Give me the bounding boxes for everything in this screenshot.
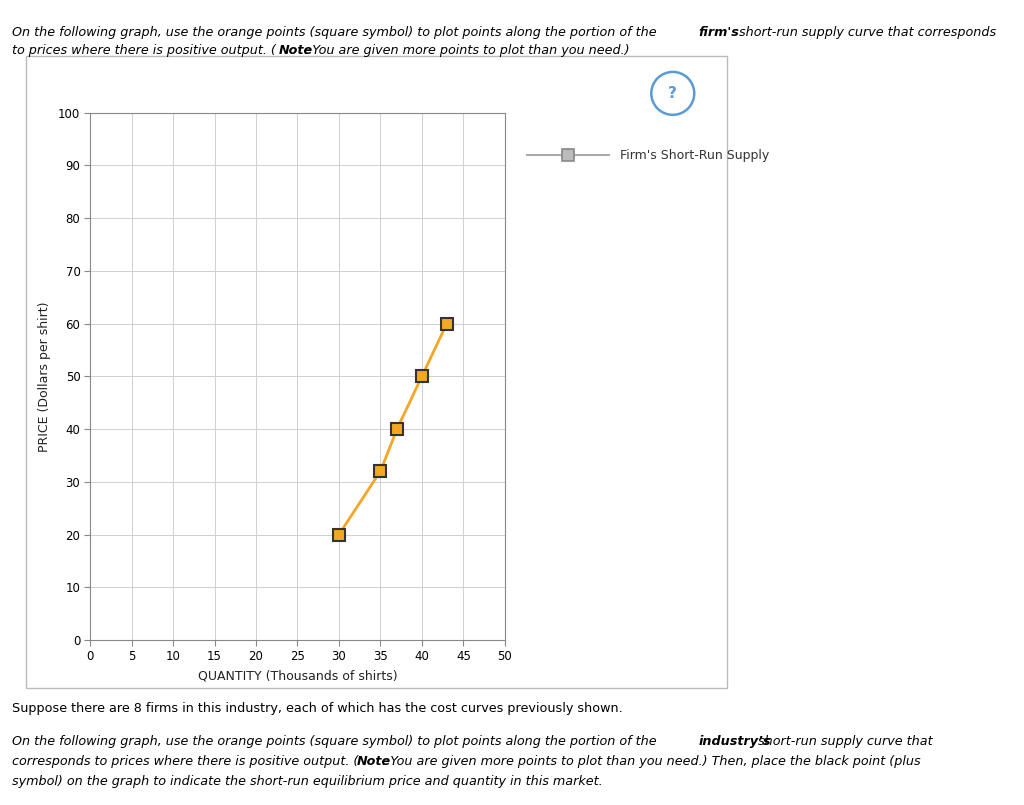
Text: ?: ? [669,86,677,101]
Text: to prices where there is positive output. (: to prices where there is positive output… [12,44,276,57]
Text: short-run supply curve that: short-run supply curve that [754,735,932,748]
Text: firm's: firm's [698,26,739,39]
Text: On the following graph, use the orange points (square symbol) to plot points alo: On the following graph, use the orange p… [12,735,660,748]
Text: Note: Note [279,44,312,57]
Text: Firm's Short-Run Supply: Firm's Short-Run Supply [620,149,769,162]
Text: On the following graph, use the orange points (square symbol) to plot points alo: On the following graph, use the orange p… [12,26,660,39]
Text: corresponds to prices where there is positive output. (: corresponds to prices where there is pos… [12,755,358,768]
X-axis label: QUANTITY (Thousands of shirts): QUANTITY (Thousands of shirts) [198,670,397,683]
Text: Note: Note [356,755,390,768]
Text: short-run supply curve that corresponds: short-run supply curve that corresponds [735,26,996,39]
Text: : You are given more points to plot than you need.): : You are given more points to plot than… [304,44,630,57]
Text: : You are given more points to plot than you need.) Then, place the black point : : You are given more points to plot than… [382,755,921,768]
Y-axis label: PRICE (Dollars per shirt): PRICE (Dollars per shirt) [38,301,51,452]
Circle shape [651,72,694,115]
Text: Suppose there are 8 firms in this industry, each of which has the cost curves pr: Suppose there are 8 firms in this indust… [12,702,623,715]
FancyBboxPatch shape [26,56,727,688]
Text: symbol) on the graph to indicate the short-run equilibrium price and quantity in: symbol) on the graph to indicate the sho… [12,775,603,788]
Text: industry’s: industry’s [698,735,771,748]
